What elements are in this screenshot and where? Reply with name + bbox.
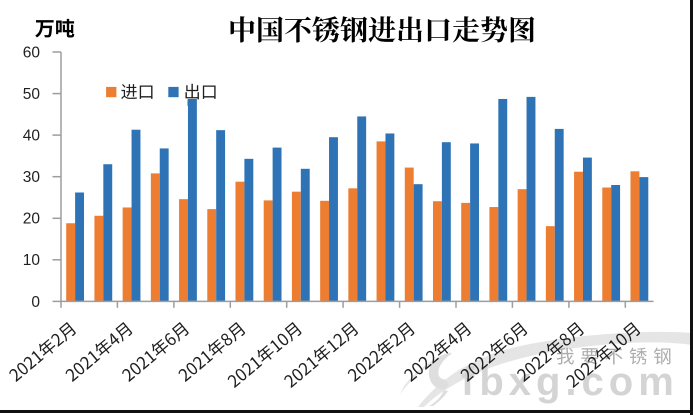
svg-text:60: 60: [23, 44, 41, 61]
svg-text:20: 20: [23, 211, 41, 228]
svg-text:10: 10: [23, 252, 41, 269]
svg-text:40: 40: [23, 128, 41, 145]
svg-text:fbxg.com: fbxg.com: [461, 360, 679, 404]
svg-text:0: 0: [31, 294, 40, 311]
svg-text:50: 50: [23, 86, 41, 103]
svg-text:30: 30: [23, 169, 41, 186]
